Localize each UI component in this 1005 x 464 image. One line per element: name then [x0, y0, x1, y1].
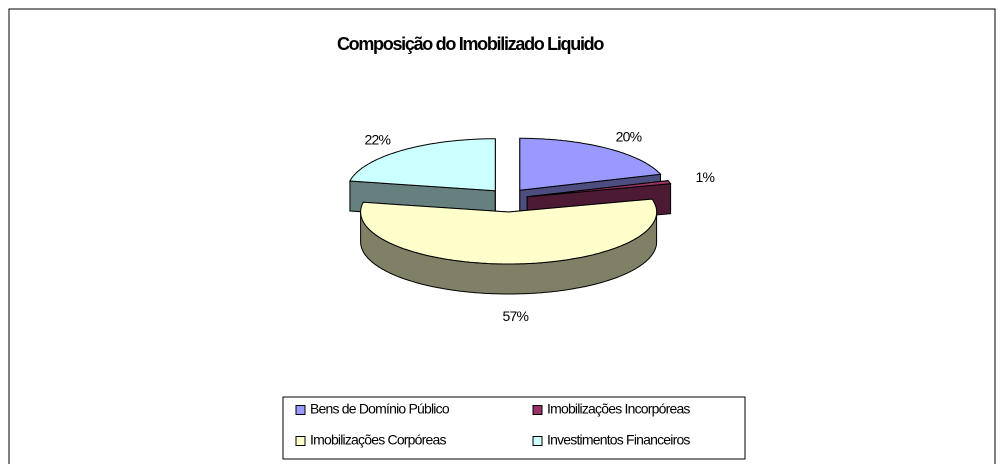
legend-swatch — [295, 436, 306, 446]
legend-label: Bens de Domínio Público — [310, 401, 450, 417]
legend-swatch — [532, 405, 543, 415]
legend-swatch — [532, 436, 543, 446]
slice — [519, 137, 662, 191]
legend-label: Imobilizações Corpóreas — [310, 432, 446, 448]
data-label: 20% — [616, 128, 642, 144]
data-label: 1% — [696, 169, 715, 185]
chart-title: Composição do Imobilizado Liquido — [337, 34, 604, 54]
legend-swatch — [295, 405, 306, 415]
chart-border — [8, 8, 996, 464]
legend-label: Imobilizações Incorpóreas — [547, 401, 690, 417]
legend-box — [282, 396, 746, 460]
data-label: 57% — [503, 308, 529, 324]
slice — [527, 180, 672, 198]
slice — [360, 198, 658, 265]
legend-label: Investimentos Financeiros — [547, 432, 690, 448]
data-label: 22% — [365, 131, 391, 147]
slice — [349, 138, 496, 192]
